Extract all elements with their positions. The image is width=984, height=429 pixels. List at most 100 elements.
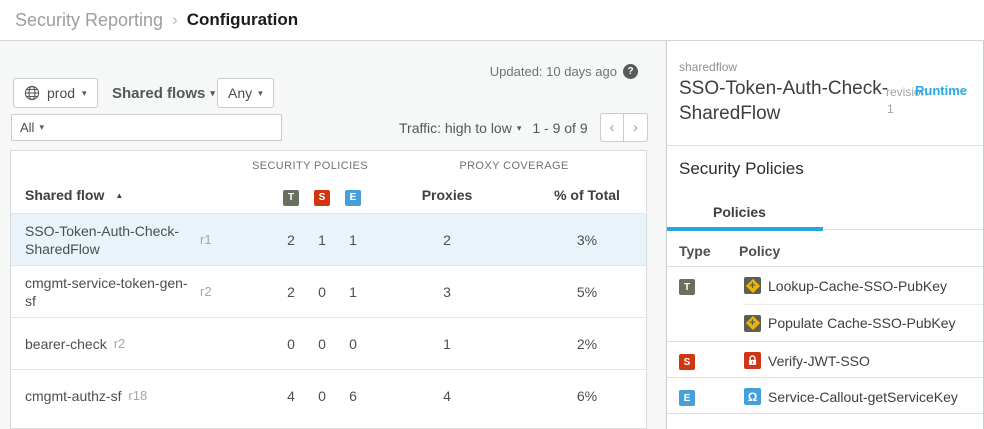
environment-dropdown[interactable]: prod ▾ [13,78,98,108]
shared-flow-detail-panel: sharedflow SSO-Token-Auth-Check-SharedFl… [666,41,984,429]
caret-down-icon: ▾ [82,87,87,98]
globe-icon [24,85,40,101]
chevron-left-icon: ‹ [609,119,615,136]
detail-title: SSO-Token-Auth-Check-SharedFlow [679,78,889,124]
pct-of-total: 5% [576,283,598,300]
policy-row-verify-jwt[interactable]: Verify-JWT-SSO [744,342,983,379]
lock-icon [744,352,761,369]
extension-policy-badge: E [679,390,695,406]
table-column-header-row: Shared flow ▲ T S E Proxies % of Total [11,185,646,211]
table-row-sso-token-auth-check[interactable]: SSO-Token-Auth-Check-SharedFlow r1 2 1 1 … [11,213,646,265]
proxies-count: 4 [443,387,451,404]
column-header-pct-total[interactable]: % of Total [554,187,620,203]
column-header-proxies[interactable]: Proxies [421,187,473,203]
revision-label: r2 [113,336,126,351]
traffic-policy-count: 4 [287,387,295,404]
shared-flow-name: bearer-check [25,335,107,352]
pagination-range: 1 - 9 of 9 [532,120,588,136]
plus-glyph: + [749,317,756,329]
help-icon[interactable]: ? [623,64,638,79]
active-tab-underline [667,227,823,231]
column-header-traffic-badge: T [275,187,307,206]
all-scope-dropdown-label: All [20,120,35,135]
proxies-count: 3 [443,283,451,300]
cache-policy-icon: + [744,314,761,332]
policy-name: Lookup-Cache-SSO-PubKey [768,277,947,294]
runtime-link[interactable]: Runtime [915,83,967,98]
all-scope-dropdown[interactable]: All ▾ [11,114,53,141]
extension-policy-count: 1 [349,283,357,300]
table-row-cmgmt-service-token-gen-sf[interactable]: cmgmt-service-token-gen-sf r2 2 0 1 3 5% [11,265,646,317]
shared-flow-name: cmgmt-authz-sf [25,387,122,404]
tab-divider [667,229,983,230]
pct-of-total: 6% [576,387,598,404]
revision-label: revision [886,85,928,99]
pagination-controls: ‹ › [600,113,648,142]
pct-of-total: 3% [576,231,598,248]
caret-down-icon: ▾ [210,88,215,98]
security-policies-section-title: Security Policies [679,159,804,178]
traffic-policy-count: 2 [287,283,295,300]
caret-down-icon: ▾ [258,87,263,98]
column-header-policy: Policy [739,243,781,259]
traffic-sort-dropdown[interactable]: Traffic: high to low ▾ [399,120,521,136]
traffic-policy-badge: T [283,189,299,206]
proxy-coverage-group-header: PROXY COVERAGE [459,160,569,172]
proxies-count: 2 [443,231,451,248]
pct-of-total: 2% [576,335,598,352]
security-policy-count: 0 [318,335,326,352]
security-policies-group-header: SECURITY POLICIES [251,160,369,172]
policy-row-populate-cache[interactable]: + Populate Cache-SSO-PubKey [744,304,983,341]
caret-down-icon: ▾ [516,122,522,133]
search-input[interactable] [52,114,282,141]
security-policy-count: 0 [318,387,326,404]
policy-row-service-callout[interactable]: Ω Service-Callout-getServiceKey [744,378,983,415]
security-policy-count: 0 [318,283,326,300]
extension-policy-count: 1 [349,231,357,248]
extension-policy-count: 6 [349,387,357,404]
policy-group-extension: E Ω Service-Callout-getServiceKey [667,378,983,414]
entity-type-dropdown[interactable]: Shared flows ▾ [112,85,215,102]
breadcrumb-separator-icon: › [172,10,178,29]
table-row-cmgmt-authz-sf[interactable]: cmgmt-authz-sf r18 4 0 6 4 6% [11,369,646,421]
any-filter-dropdown[interactable]: Any ▾ [217,78,274,108]
column-header-type: Type [679,243,711,259]
updated-status-text: Updated: 10 days ago [489,64,617,79]
traffic-sort-label: Traffic: high to low [399,120,512,136]
chevron-right-icon: › [633,119,638,136]
environment-dropdown-label: prod [47,85,76,101]
caret-down-icon: ▾ [39,122,44,132]
tab-policies[interactable]: Policies [713,204,766,220]
any-filter-dropdown-label: Any [228,85,253,101]
table-row-bearer-check[interactable]: bearer-check r2 0 0 0 1 2% [11,317,646,369]
service-callout-icon: Ω [744,388,761,405]
traffic-policy-count: 0 [287,335,295,352]
security-policy-badge: S [314,189,330,206]
policy-row-lookup-cache[interactable]: + Lookup-Cache-SSO-PubKey [744,267,983,304]
breadcrumb-parent-link[interactable]: Security Reporting [15,9,164,30]
policy-name: Service-Callout-getServiceKey [768,388,958,405]
shared-flow-name: SSO-Token-Auth-Check-SharedFlow [25,222,180,257]
policy-name: Populate Cache-SSO-PubKey [768,315,956,331]
shared-flows-table: SECURITY POLICIES PROXY COVERAGE Shared … [10,150,647,429]
revision-label: r2 [200,284,212,299]
policy-table-header: Type Policy [667,237,983,267]
traffic-policy-badge: T [679,279,695,295]
page-title: Configuration [186,10,299,29]
security-policy-count: 1 [318,231,326,248]
policy-name: Verify-JWT-SSO [768,352,870,369]
breadcrumb: Security Reporting › Configuration [0,0,984,41]
next-page-button[interactable]: › [624,113,648,142]
revision-label: r18 [128,388,148,403]
plus-glyph: + [749,279,756,292]
proxies-count: 1 [443,335,451,352]
table-group-header-row: SECURITY POLICIES PROXY COVERAGE [11,160,646,176]
updated-status: Updated: 10 days ago ? [380,64,638,79]
detail-kind-label: sharedflow [679,60,738,74]
shared-flow-name: cmgmt-service-token-gen-sf [25,274,188,309]
previous-page-button[interactable]: ‹ [600,113,624,142]
column-header-shared-flow[interactable]: Shared flow ▲ [25,187,124,203]
detail-header-divider [667,145,983,146]
column-header-security-badge: S [306,187,338,206]
extension-policy-badge: E [345,189,361,206]
